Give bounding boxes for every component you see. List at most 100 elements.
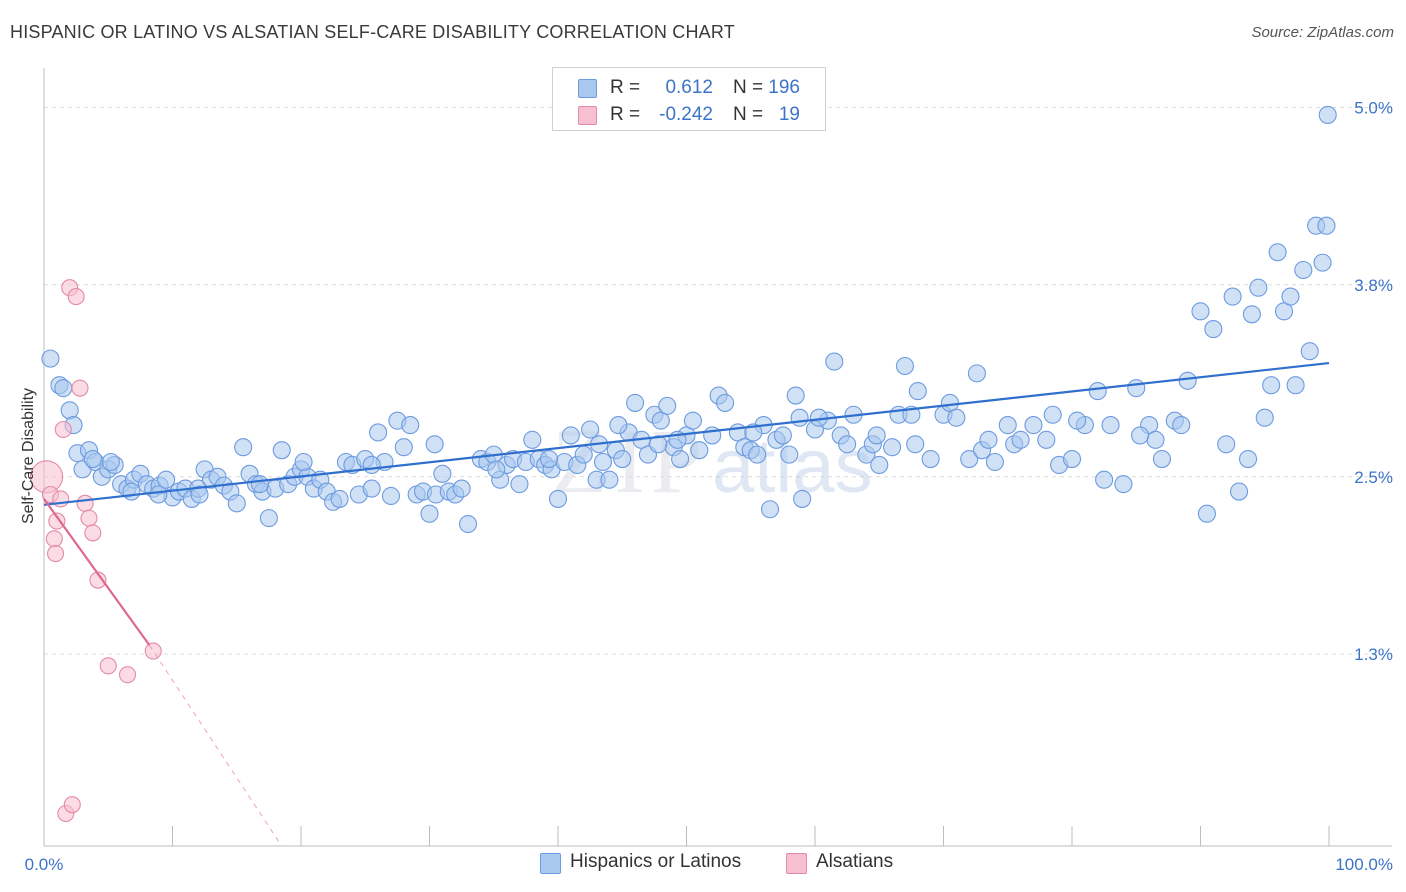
data-point-hispanics bbox=[425, 435, 444, 454]
data-point-hispanics bbox=[613, 449, 632, 469]
legend-swatch-hispanics bbox=[578, 79, 597, 98]
data-point-hispanics bbox=[838, 435, 857, 454]
legend-n-label: N = bbox=[733, 104, 764, 125]
data-point-alsatians bbox=[63, 796, 81, 814]
data-point-hispanics bbox=[760, 500, 780, 519]
data-point-hispanics bbox=[1268, 243, 1287, 262]
data-point-hispanics bbox=[947, 408, 966, 427]
data-point-hispanics bbox=[1249, 278, 1268, 297]
data-point-hispanics bbox=[790, 408, 809, 427]
data-point-hispanics bbox=[1204, 320, 1223, 339]
data-point-alsatians bbox=[47, 545, 65, 563]
data-point-alsatians bbox=[67, 288, 85, 306]
x-tick-label: 0.0% bbox=[25, 855, 64, 874]
trend-line-alsatians-extension bbox=[148, 644, 283, 847]
data-point-hispanics bbox=[1146, 430, 1165, 449]
data-point-alsatians bbox=[71, 379, 89, 397]
data-point-hispanics bbox=[1286, 376, 1305, 395]
data-point-hispanics bbox=[593, 452, 613, 472]
data-point-hispanics bbox=[1281, 287, 1300, 306]
data-point-hispanics bbox=[744, 423, 763, 442]
data-point-hispanics bbox=[548, 489, 568, 508]
data-point-hispanics bbox=[1152, 449, 1171, 469]
data-point-hispanics bbox=[609, 416, 628, 435]
data-point-alsatians bbox=[54, 420, 72, 439]
data-point-hispanics bbox=[1262, 376, 1281, 395]
data-point-hispanics bbox=[523, 430, 542, 449]
data-point-hispanics bbox=[83, 449, 102, 469]
data-point-hispanics bbox=[1088, 382, 1107, 401]
data-point-hispanics bbox=[1127, 379, 1146, 398]
data-point-hispanics bbox=[250, 475, 269, 494]
data-point-hispanics bbox=[401, 416, 420, 435]
data-point-hispanics bbox=[1095, 470, 1114, 489]
data-point-hispanics bbox=[825, 352, 844, 371]
data-point-hispanics bbox=[272, 441, 291, 460]
data-point-hispanics bbox=[715, 393, 735, 412]
data-point-hispanics bbox=[1062, 449, 1082, 469]
data-point-hispanics bbox=[1242, 305, 1261, 324]
data-point-hispanics bbox=[690, 441, 709, 460]
data-point-hispanics bbox=[1300, 342, 1319, 361]
legend-swatch-alsatians bbox=[578, 106, 597, 125]
data-point-hispanics bbox=[1043, 405, 1062, 424]
data-point-hispanics bbox=[1230, 482, 1249, 501]
data-point-alsatians bbox=[84, 524, 102, 542]
data-point-hispanics bbox=[1068, 411, 1087, 430]
data-point-hispanics bbox=[883, 438, 902, 457]
data-point-alsatians bbox=[144, 642, 162, 660]
data-point-hispanics bbox=[1131, 426, 1150, 445]
data-point-hispanics bbox=[998, 416, 1017, 435]
data-point-hispanics bbox=[960, 449, 979, 469]
data-point-alsatians bbox=[45, 530, 63, 548]
data-point-hispanics bbox=[458, 514, 478, 534]
bottom-legend-swatch-alsatians bbox=[786, 853, 807, 874]
data-point-hispanics bbox=[967, 364, 986, 383]
data-point-hispanics bbox=[1255, 408, 1274, 427]
data-point-hispanics bbox=[149, 485, 168, 504]
legend-row-alsatians: R = -0.242 N = 19 bbox=[553, 101, 825, 129]
data-point-alsatians bbox=[76, 494, 94, 512]
data-point-hispanics bbox=[381, 486, 401, 506]
data-point-hispanics bbox=[895, 356, 915, 376]
data-point-hispanics bbox=[1318, 105, 1337, 124]
data-point-hispanics bbox=[780, 445, 799, 464]
y-tick-label: 2.5% bbox=[1354, 468, 1393, 487]
data-point-hispanics bbox=[227, 494, 246, 513]
data-point-hispanics bbox=[394, 438, 413, 457]
data-point-hispanics bbox=[294, 452, 313, 472]
data-point-hispanics bbox=[1172, 416, 1191, 435]
data-point-hispanics bbox=[1191, 302, 1210, 321]
data-point-hispanics bbox=[581, 420, 600, 439]
legend-n-label: N = bbox=[733, 77, 764, 98]
data-point-hispanics bbox=[452, 479, 471, 498]
data-point-hispanics bbox=[122, 482, 141, 501]
data-point-hispanics bbox=[190, 485, 209, 504]
data-point-alsatians bbox=[80, 509, 98, 527]
data-point-hispanics bbox=[362, 455, 381, 475]
data-point-hispanics bbox=[259, 509, 278, 528]
data-point-hispanics bbox=[626, 393, 645, 412]
data-point-hispanics bbox=[487, 460, 506, 479]
legend-r-label: R = bbox=[610, 104, 641, 125]
data-point-hispanics bbox=[60, 401, 79, 420]
data-point-hispanics bbox=[1178, 371, 1197, 390]
trend-lines bbox=[43, 361, 1330, 847]
data-point-hispanics bbox=[979, 430, 998, 449]
series-alsatians-points bbox=[30, 279, 162, 823]
legend-r-value: 0.612 bbox=[665, 77, 713, 98]
data-point-hispanics bbox=[1317, 216, 1336, 235]
legend-row-hispanics: R = 0.612 N = 196 bbox=[553, 74, 825, 102]
data-point-hispanics bbox=[433, 464, 452, 483]
data-point-hispanics bbox=[234, 438, 253, 457]
data-point-hispanics bbox=[1197, 504, 1216, 523]
data-point-hispanics bbox=[157, 470, 176, 489]
data-point-hispanics bbox=[1011, 430, 1030, 449]
data-point-hispanics bbox=[748, 445, 767, 464]
trend-line-alsatians bbox=[43, 498, 151, 646]
gridlines bbox=[44, 107, 1392, 655]
trend-line-hispanics bbox=[43, 361, 1330, 506]
y-axis-label: Self-Care Disability bbox=[20, 388, 37, 524]
legend: R = 0.612 N = 196 R = -0.242 N = 19 bbox=[552, 67, 826, 131]
data-point-hispanics bbox=[786, 386, 805, 405]
